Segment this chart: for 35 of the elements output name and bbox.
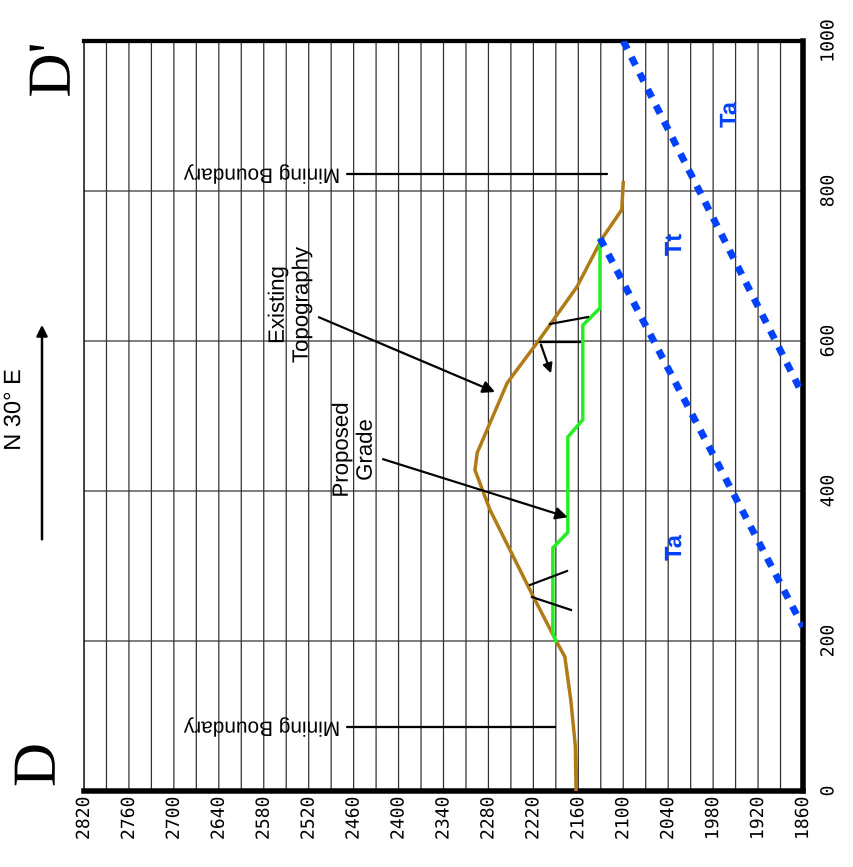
y-tick-label: 1000 bbox=[820, 20, 834, 61]
annotation: Proposed Grade bbox=[332, 404, 372, 496]
x-tick-label: 2280 bbox=[480, 798, 494, 839]
text: D bbox=[14, 745, 55, 786]
x-tick-label: 2460 bbox=[345, 798, 359, 839]
text: N 30° E bbox=[4, 370, 20, 449]
x-tick-label: 1920 bbox=[750, 798, 764, 838]
line-series bbox=[551, 238, 602, 643]
y-tick-label: 600 bbox=[820, 326, 834, 356]
x-tick-label: 2400 bbox=[390, 798, 404, 839]
x-tick-label: 1980 bbox=[704, 798, 718, 838]
x-tick-label: 2160 bbox=[570, 798, 584, 839]
y-tick-label: 800 bbox=[820, 176, 834, 206]
x-tick-label: 2760 bbox=[120, 798, 134, 839]
x-tick-label: 1860 bbox=[794, 798, 808, 838]
annotation: Tt bbox=[664, 234, 682, 256]
line-series bbox=[473, 181, 625, 791]
x-tick-label: 2640 bbox=[210, 798, 224, 839]
x-tick-label: 2820 bbox=[76, 798, 90, 839]
x-tick-label: 2700 bbox=[166, 798, 180, 839]
annotation: Ta bbox=[664, 534, 682, 561]
y-tick-label: 0 bbox=[820, 786, 834, 796]
annotation: Mining Boundary bbox=[184, 164, 338, 184]
x-tick-label: 2100 bbox=[614, 798, 629, 839]
x-tick-label: 2580 bbox=[255, 798, 270, 839]
text: D' bbox=[30, 45, 70, 96]
y-tick-label: 400 bbox=[820, 476, 834, 506]
annotation: Mining Boundary bbox=[184, 717, 338, 737]
y-tick-label: 200 bbox=[820, 626, 834, 656]
x-tick-label: 2520 bbox=[300, 798, 314, 839]
annotation: Ta bbox=[720, 102, 736, 128]
annotation: Existing Topography bbox=[268, 246, 312, 363]
x-tick-label: 2220 bbox=[525, 798, 539, 839]
x-tick-label: 2340 bbox=[435, 798, 449, 839]
x-tick-label: 2040 bbox=[660, 798, 674, 839]
